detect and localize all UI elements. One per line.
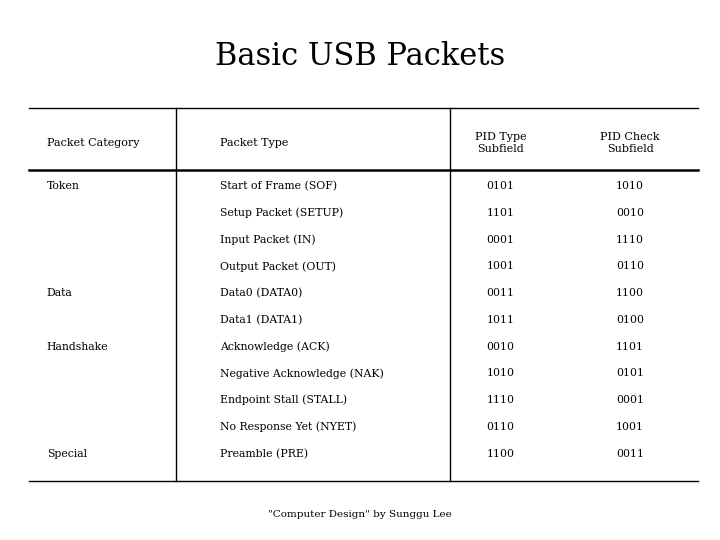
Text: Output Packet (OUT): Output Packet (OUT) — [220, 261, 336, 272]
Text: 0010: 0010 — [616, 208, 644, 218]
Text: PID Type
Subfield: PID Type Subfield — [474, 132, 526, 154]
Text: Acknowledge (ACK): Acknowledge (ACK) — [220, 341, 329, 352]
Text: 0110: 0110 — [616, 261, 644, 272]
Text: Endpoint Stall (STALL): Endpoint Stall (STALL) — [220, 395, 347, 406]
Text: Packet Type: Packet Type — [220, 138, 288, 148]
Text: 1110: 1110 — [487, 395, 514, 405]
Text: 0001: 0001 — [487, 235, 514, 245]
Text: Handshake: Handshake — [47, 342, 109, 352]
Text: Data1 (DATA1): Data1 (DATA1) — [220, 315, 302, 325]
Text: Negative Acknowledge (NAK): Negative Acknowledge (NAK) — [220, 368, 384, 379]
Text: 1001: 1001 — [487, 261, 514, 272]
Text: 1101: 1101 — [616, 342, 644, 352]
Text: 1110: 1110 — [616, 235, 644, 245]
Text: Basic USB Packets: Basic USB Packets — [215, 41, 505, 72]
Text: Token: Token — [47, 181, 80, 191]
Text: Special: Special — [47, 449, 87, 458]
Text: "Computer Design" by Sunggu Lee: "Computer Design" by Sunggu Lee — [268, 510, 452, 518]
Text: 0110: 0110 — [487, 422, 514, 432]
Text: 0011: 0011 — [487, 288, 514, 298]
Text: 0010: 0010 — [487, 342, 514, 352]
Text: 1100: 1100 — [616, 288, 644, 298]
Text: 0101: 0101 — [616, 368, 644, 379]
Text: Setup Packet (SETUP): Setup Packet (SETUP) — [220, 208, 343, 218]
Text: 0001: 0001 — [616, 395, 644, 405]
Text: Data: Data — [47, 288, 73, 298]
Text: 1011: 1011 — [487, 315, 514, 325]
Text: Start of Frame (SOF): Start of Frame (SOF) — [220, 181, 337, 192]
Text: 1010: 1010 — [616, 181, 644, 191]
Text: 1100: 1100 — [487, 449, 514, 458]
Text: 0100: 0100 — [616, 315, 644, 325]
Text: 1001: 1001 — [616, 422, 644, 432]
Text: Preamble (PRE): Preamble (PRE) — [220, 448, 307, 459]
Text: 0101: 0101 — [487, 181, 514, 191]
Text: 1010: 1010 — [487, 368, 514, 379]
Text: 0011: 0011 — [616, 449, 644, 458]
Text: Data0 (DATA0): Data0 (DATA0) — [220, 288, 302, 299]
Text: Input Packet (IN): Input Packet (IN) — [220, 234, 315, 245]
Text: PID Check
Subfield: PID Check Subfield — [600, 132, 660, 154]
Text: No Response Yet (NYET): No Response Yet (NYET) — [220, 422, 356, 432]
Text: 1101: 1101 — [487, 208, 514, 218]
Text: Packet Category: Packet Category — [47, 138, 139, 148]
